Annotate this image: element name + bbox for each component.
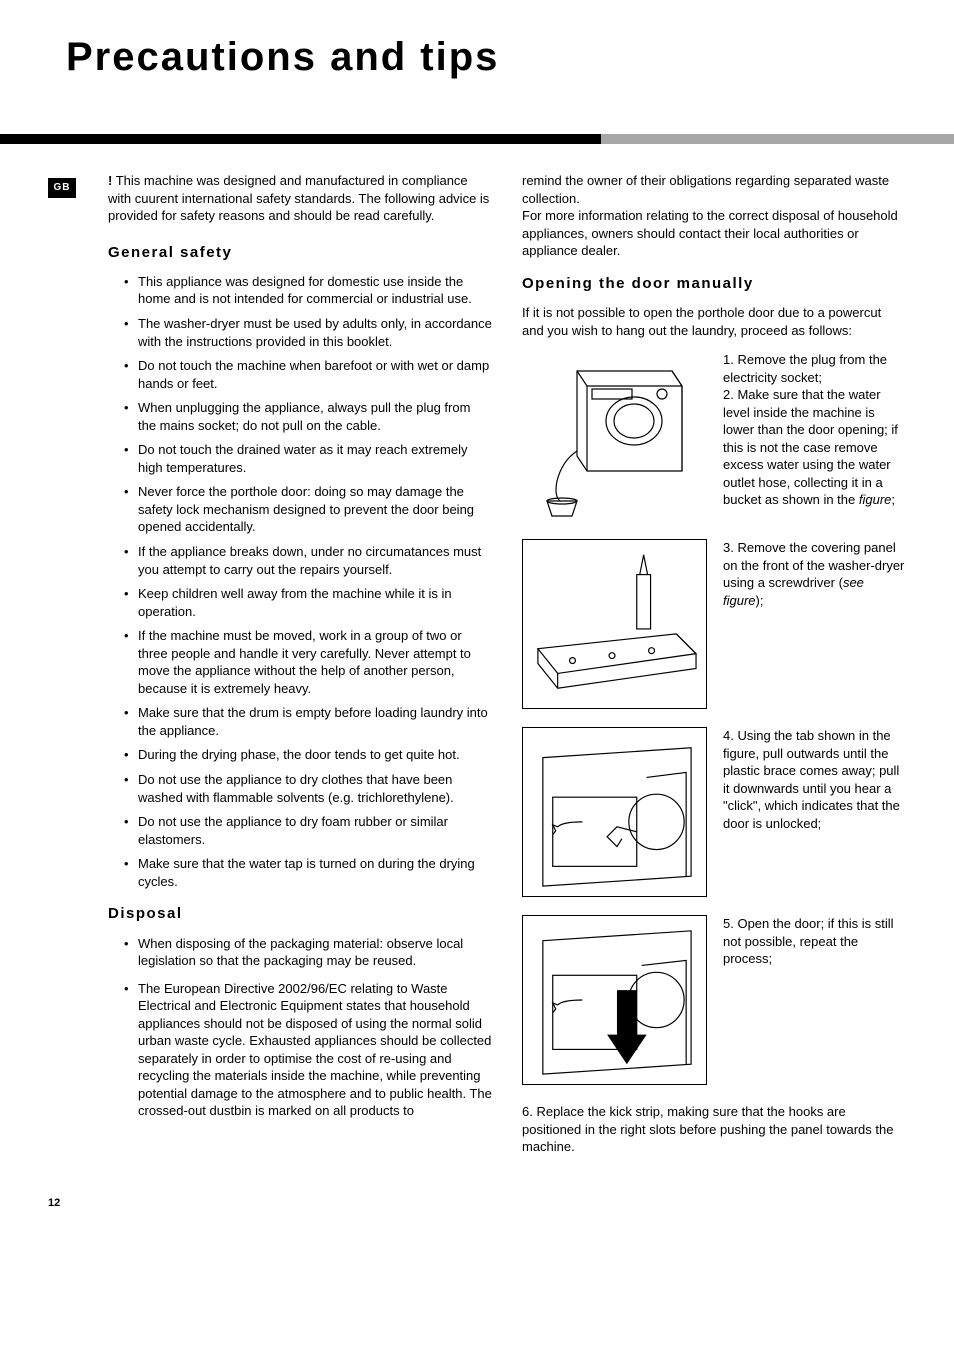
warning-icon: ! [108,173,112,188]
left-column: ! This machine was designed and manufact… [108,172,492,1156]
header-rule [0,134,954,144]
step-3-text: 3. Remove the covering panel on the fron… [723,539,906,609]
right-column: remind the owner of their obligations re… [522,172,906,1156]
intro-paragraph: ! This machine was designed and manufact… [108,172,492,225]
rule-dark [0,134,601,144]
page-number: 12 [48,1196,906,1211]
heading-general-safety: General safety [108,243,492,263]
list-item: Do not touch the drained water as it may… [124,441,492,476]
list-item: Make sure that the water tap is turned o… [124,855,492,890]
list-item: When unplugging the appliance, always pu… [124,399,492,434]
list-item: If the appliance breaks down, under no c… [124,543,492,578]
heading-disposal: Disposal [108,904,492,924]
step-1-text: 1. Remove the plug from the electricity … [723,351,906,386]
list-item: Do not use the appliance to dry foam rub… [124,813,492,848]
disposal-list: When disposing of the packaging material… [108,935,492,1120]
step-6-text: 6. Replace the kick strip, making sure t… [522,1103,906,1156]
disposal-continuation: remind the owner of their obligations re… [522,172,906,260]
list-item: Make sure that the drum is empty before … [124,704,492,739]
opening-intro: If it is not possible to open the portho… [522,304,906,339]
figure-remove-panel [522,539,707,709]
list-item: During the drying phase, the door tends … [124,746,492,764]
step-5-text: 5. Open the door; if this is still not p… [723,915,906,968]
general-safety-list: This appliance was designed for domestic… [108,273,492,890]
language-badge: GB [48,178,76,198]
page-title: Precautions and tips [48,30,906,84]
list-item: The washer-dryer must be used by adults … [124,315,492,350]
list-item: This appliance was designed for domestic… [124,273,492,308]
list-item: Never force the porthole door: doing so … [124,483,492,536]
figure-pull-tab [522,727,707,897]
step-4-text: 4. Using the tab shown in the figure, pu… [723,727,906,832]
list-item: When disposing of the packaging material… [124,935,492,970]
list-item: If the machine must be moved, work in a … [124,627,492,697]
step-2-text: 2. Make sure that the water level inside… [723,386,906,509]
figure-drain-bucket [522,351,707,521]
list-item: The European Directive 2002/96/EC relati… [124,980,492,1120]
rule-light [601,134,954,144]
heading-opening-door: Opening the door manually [522,274,906,294]
figure-open-door [522,915,707,1085]
list-item: Do not touch the machine when barefoot o… [124,357,492,392]
intro-text: This machine was designed and manufactur… [108,173,489,223]
list-item: Keep children well away from the machine… [124,585,492,620]
list-item: Do not use the appliance to dry clothes … [124,771,492,806]
